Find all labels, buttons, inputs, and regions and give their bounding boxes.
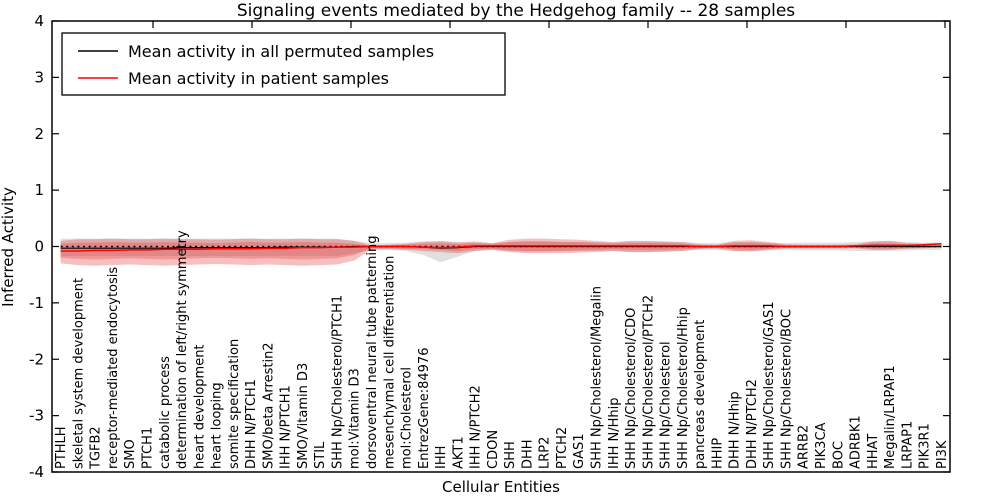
band-permuted-spread bbox=[60, 238, 942, 263]
x-tick-label: LRPAP1 bbox=[900, 421, 915, 469]
x-tick-label: SHH Np/Cholesterol/PTCH1 bbox=[330, 295, 345, 469]
x-tick-label: PIK3R1 bbox=[918, 423, 933, 469]
x-axis-label: Cellular Entities bbox=[442, 478, 560, 496]
x-tick-label: EntrezGene:84976 bbox=[417, 348, 432, 469]
x-tick-label: determination of left/right symmetry bbox=[175, 230, 190, 469]
x-tick-label: skeletal system development bbox=[71, 278, 86, 469]
x-tick-label: IHH N/Hhip bbox=[607, 398, 622, 470]
x-tick-label: SHH Np/Cholesterol bbox=[659, 341, 674, 469]
x-tick-label: IHH N/PTCH1 bbox=[279, 385, 294, 469]
x-tick-label: receptor-mediated endocytosis bbox=[106, 267, 121, 469]
x-tick-label: ARRB2 bbox=[797, 425, 812, 469]
x-tick-label: SHH bbox=[503, 441, 518, 469]
x-tick-label: mol:Vitamin D3 bbox=[348, 368, 363, 469]
x-tick-label: SMO/Vitamin D3 bbox=[296, 363, 311, 469]
patient-mean-line bbox=[60, 242, 942, 252]
x-tick-label: SMO bbox=[123, 439, 138, 469]
x-tick-label: GAS1 bbox=[572, 434, 587, 470]
x-tick-label: Megalin/LRPAP1 bbox=[883, 365, 898, 469]
legend-label-patient: Mean activity in patient samples bbox=[128, 69, 389, 88]
x-tick-label: PTHLH bbox=[54, 426, 69, 469]
x-tick-label: DHH N/PTCH2 bbox=[745, 379, 760, 469]
x-tick-label: SHH Np/Cholesterol/GAS1 bbox=[762, 301, 777, 469]
line-layer bbox=[60, 242, 942, 252]
band-patient-spread-outer bbox=[60, 238, 942, 266]
x-tick-label: SMO/beta Arrestin2 bbox=[261, 342, 276, 469]
x-tick-label: BOC bbox=[831, 441, 846, 469]
y-tick-label: 3 bbox=[34, 68, 44, 86]
x-tick-label: IHH bbox=[434, 446, 449, 469]
y-tick-label: 2 bbox=[34, 125, 44, 143]
y-axis-label: Inferred Activity bbox=[0, 187, 17, 307]
x-tick-label: mol:Cholesterol bbox=[400, 367, 415, 469]
x-tick-label: pancreas development bbox=[693, 320, 708, 469]
x-tick-label: IHH N/PTCH2 bbox=[469, 385, 484, 469]
x-tick-label: CDON bbox=[486, 430, 501, 469]
y-ticks: 4 3 2 1 0 -1 -2 -3 -4 bbox=[29, 12, 950, 481]
x-tick-label: HHIP bbox=[710, 438, 725, 469]
band-layer bbox=[60, 238, 942, 266]
x-tick-label: PTCH2 bbox=[555, 427, 570, 469]
x-tick-label: DHH N/PTCH1 bbox=[244, 379, 259, 469]
x-tick-label: PTCH1 bbox=[140, 427, 155, 469]
chart-title: Signaling events mediated by the Hedgeho… bbox=[237, 1, 795, 21]
x-tick-label: mesenchymal cell differentiation bbox=[382, 256, 397, 469]
legend-box bbox=[61, 32, 506, 96]
y-tick-label: -4 bbox=[29, 463, 44, 481]
y-tick-label: 0 bbox=[34, 238, 44, 256]
x-tick-label: SHH Np/Cholesterol/CDO bbox=[624, 308, 639, 469]
x-tick-label: ADRBK1 bbox=[849, 415, 864, 469]
x-tick-label: LRP2 bbox=[538, 437, 553, 469]
x-tick-label: AKT1 bbox=[451, 436, 466, 469]
y-tick-label: 1 bbox=[34, 181, 44, 199]
plot-border bbox=[51, 20, 951, 473]
x-tick-label: SHH Np/Cholesterol/PTCH2 bbox=[641, 295, 656, 469]
x-tick-label: DHH N/Hhip bbox=[728, 391, 743, 469]
x-tick-label: SHH Np/Cholesterol/Megalin bbox=[589, 286, 604, 469]
x-tick-label: catabolic process bbox=[158, 356, 173, 469]
x-tick-label: STIL bbox=[313, 441, 328, 469]
x-tick-label: dorsoventral neural tube patterning bbox=[365, 236, 380, 469]
x-tick-label: heart development bbox=[192, 344, 207, 469]
x-tick-label: PIK3CA bbox=[814, 422, 829, 469]
x-tick-labels: PTHLH skeletal system development TGFB2 rec… bbox=[54, 230, 950, 470]
x-tick-label: TGFB2 bbox=[89, 426, 104, 470]
axes-spines bbox=[51, 20, 951, 473]
x-tick-label: SHH Np/Cholesterol/BOC bbox=[779, 309, 794, 469]
y-tick-label: -1 bbox=[29, 294, 44, 312]
y-tick-label: -3 bbox=[29, 407, 44, 425]
legend-label-permuted: Mean activity in all permuted samples bbox=[128, 42, 434, 61]
x-tick-label: somite specification bbox=[227, 339, 242, 469]
legend: Mean activity in all permuted samples Me… bbox=[61, 32, 506, 96]
x-tick-label: SHH Np/Cholesterol/Hhip bbox=[676, 307, 691, 469]
y-tick-label: -2 bbox=[29, 350, 44, 368]
x-tick-label: PI3K bbox=[935, 440, 950, 469]
x-tick-label: DHH bbox=[520, 439, 535, 469]
x-tick-label: HHAT bbox=[866, 434, 881, 469]
x-tick-label: heart looping bbox=[210, 382, 225, 469]
y-tick-label: 4 bbox=[34, 12, 44, 30]
